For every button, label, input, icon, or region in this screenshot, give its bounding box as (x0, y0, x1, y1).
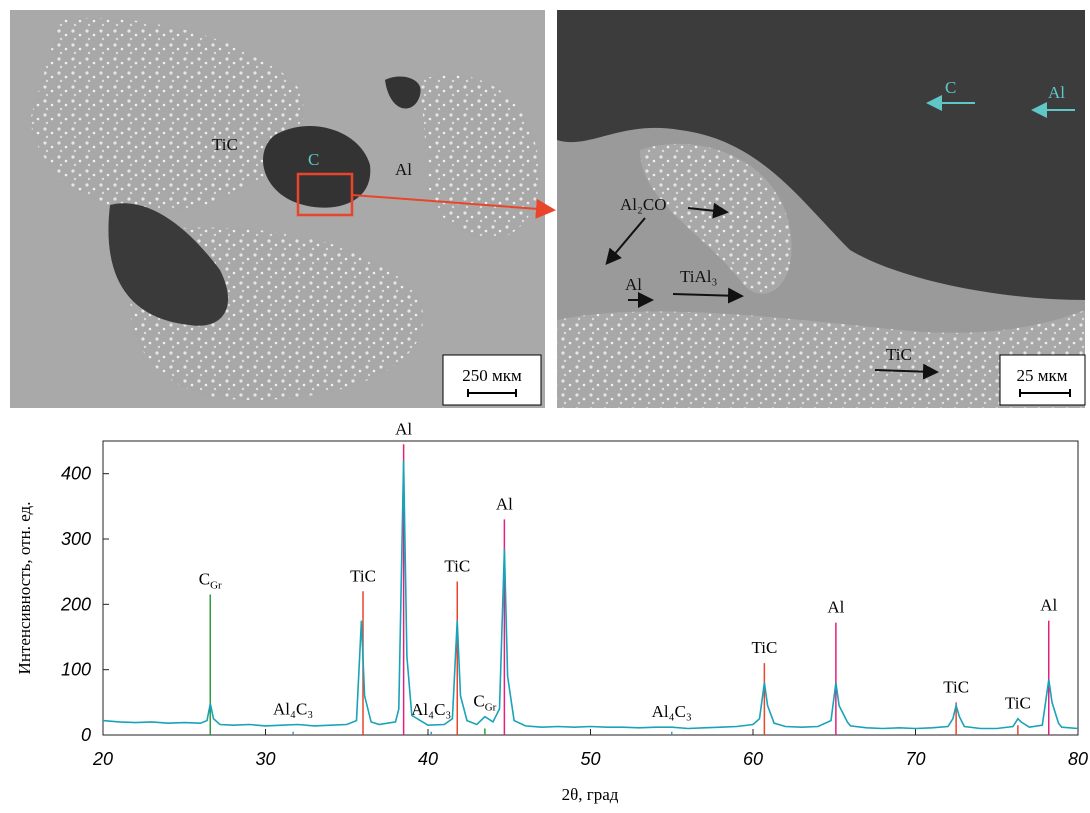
peak-label: TiC (943, 677, 969, 696)
peak-label-text: TiC (1005, 694, 1031, 713)
peak-label-text: C (199, 570, 210, 589)
peak-label-text: TiC (350, 566, 376, 585)
y-tick-label: 200 (60, 594, 91, 614)
phase-label: TiC (212, 135, 238, 154)
micrograph-left: TiC C Al 250 мкм (10, 10, 552, 408)
phase-label: C (945, 78, 956, 97)
peak-label: CGr (199, 570, 222, 592)
peak-label-text: Al₄C₃ (652, 702, 692, 721)
peak-label-text: Al (1040, 596, 1057, 615)
peak-label-text: Al (496, 494, 513, 513)
peak-label-text: TiC (943, 677, 969, 696)
y-tick-label: 400 (61, 464, 91, 484)
peak-label: TiC (350, 566, 376, 585)
phase-label: TiC (886, 345, 912, 364)
peak-label-text: Al₄C₃ (273, 700, 313, 719)
x-tick-label: 70 (905, 749, 925, 769)
peak-label-sub: Gr (210, 580, 222, 592)
x-tick-label: 40 (418, 749, 438, 769)
peak-label-text: Al (827, 598, 844, 617)
figure: TiC C Al 250 мкм Al₂CO Al TiAl₃ TiC C Al… (0, 0, 1090, 808)
x-axis-title: 2θ, град (562, 785, 619, 804)
micrograph-right: Al₂CO Al TiAl₃ TiC C Al 25 мкм (557, 10, 1085, 408)
phase-label: Al₂CO (620, 195, 667, 214)
scale-bar-label: 25 мкм (1016, 366, 1067, 385)
peak-label: Al (1040, 596, 1057, 615)
x-tick-label: 50 (580, 749, 600, 769)
x-tick-label: 60 (743, 749, 763, 769)
pattern-line (103, 461, 1078, 729)
y-axis-title: Интенсивность, отн. ед. (15, 502, 34, 675)
peak-label-text: Al₄C₃ (411, 700, 451, 719)
scale-bar-label: 250 мкм (462, 366, 522, 385)
peak-label: TiC (1005, 694, 1031, 713)
peak-label: Al₄C₃ (652, 702, 692, 721)
phase-label: TiAl₃ (680, 267, 718, 286)
peak-label: Al₄C₃ (273, 700, 313, 719)
peak-label: Al (827, 598, 844, 617)
phase-label: C (308, 150, 319, 169)
x-tick-label: 30 (255, 749, 275, 769)
peak-label-text: TiC (751, 638, 777, 657)
y-tick-label: 0 (81, 725, 91, 745)
peak-label: TiC (444, 556, 470, 575)
phase-label: Al (1048, 83, 1065, 102)
peak-label: Al₄C₃ (411, 700, 451, 719)
peak-label: Al (395, 419, 412, 438)
peak-label-sub: Gr (485, 702, 497, 714)
y-tick-label: 100 (61, 660, 91, 680)
y-tick-label: 300 (61, 529, 91, 549)
x-tick-label: 80 (1068, 749, 1088, 769)
peak-label-text: TiC (444, 556, 470, 575)
peak-label: TiC (751, 638, 777, 657)
peak-label-text: C (473, 692, 484, 711)
peak-label: CGr (473, 692, 496, 714)
x-tick-label: 20 (92, 749, 113, 769)
peak-label: Al (496, 494, 513, 513)
phase-label: Al (625, 275, 642, 294)
plot-frame (103, 441, 1078, 735)
peak-label-text: Al (395, 419, 412, 438)
phase-label: Al (395, 160, 412, 179)
